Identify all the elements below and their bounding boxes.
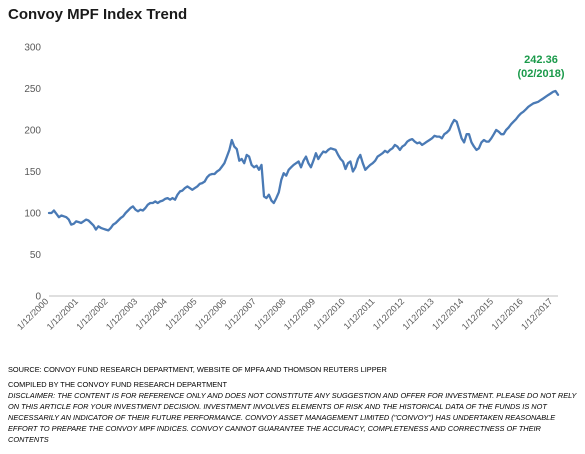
source-note: SOURCE: CONVOY FUND RESEARCH DEPARTMENT,… <box>8 365 387 374</box>
y-tick-label: 300 <box>24 43 41 54</box>
y-tick-label: 150 <box>24 167 41 178</box>
footer-notes: COMPILED BY THE CONVOY FUND RESEARCH DEP… <box>8 379 578 445</box>
y-tick-label: 250 <box>24 84 41 95</box>
index-line <box>47 89 560 232</box>
x-axis: 1/12/20001/12/20011/12/20021/12/20031/12… <box>15 296 554 331</box>
x-tick-label: 1/12/2010 <box>312 296 347 331</box>
last-value-annotation: 242.36 (02/2018) <box>517 54 564 80</box>
y-tick-label: 0 <box>35 292 41 303</box>
annotation-value: 242.36 <box>524 54 558 66</box>
chart-area: 0 50 100 150 200 250 300 1/12/20001/12/20011/1… <box>15 43 565 332</box>
annotation-date: (02/2018) <box>517 68 564 80</box>
x-tick-label: 1/12/2017 <box>519 296 554 331</box>
y-axis: 0 50 100 150 200 250 300 <box>24 43 41 303</box>
y-tick-label: 100 <box>24 209 41 220</box>
chart-title: Convoy MPF Index Trend <box>8 6 188 23</box>
y-tick-label: 50 <box>30 250 42 261</box>
disclaimer-text: DISCLAIMER: THE CONTENT IS FOR REFERENCE… <box>8 391 577 444</box>
compiled-by-note: COMPILED BY THE CONVOY FUND RESEARCH DEP… <box>8 380 228 389</box>
y-tick-label: 200 <box>24 126 41 137</box>
